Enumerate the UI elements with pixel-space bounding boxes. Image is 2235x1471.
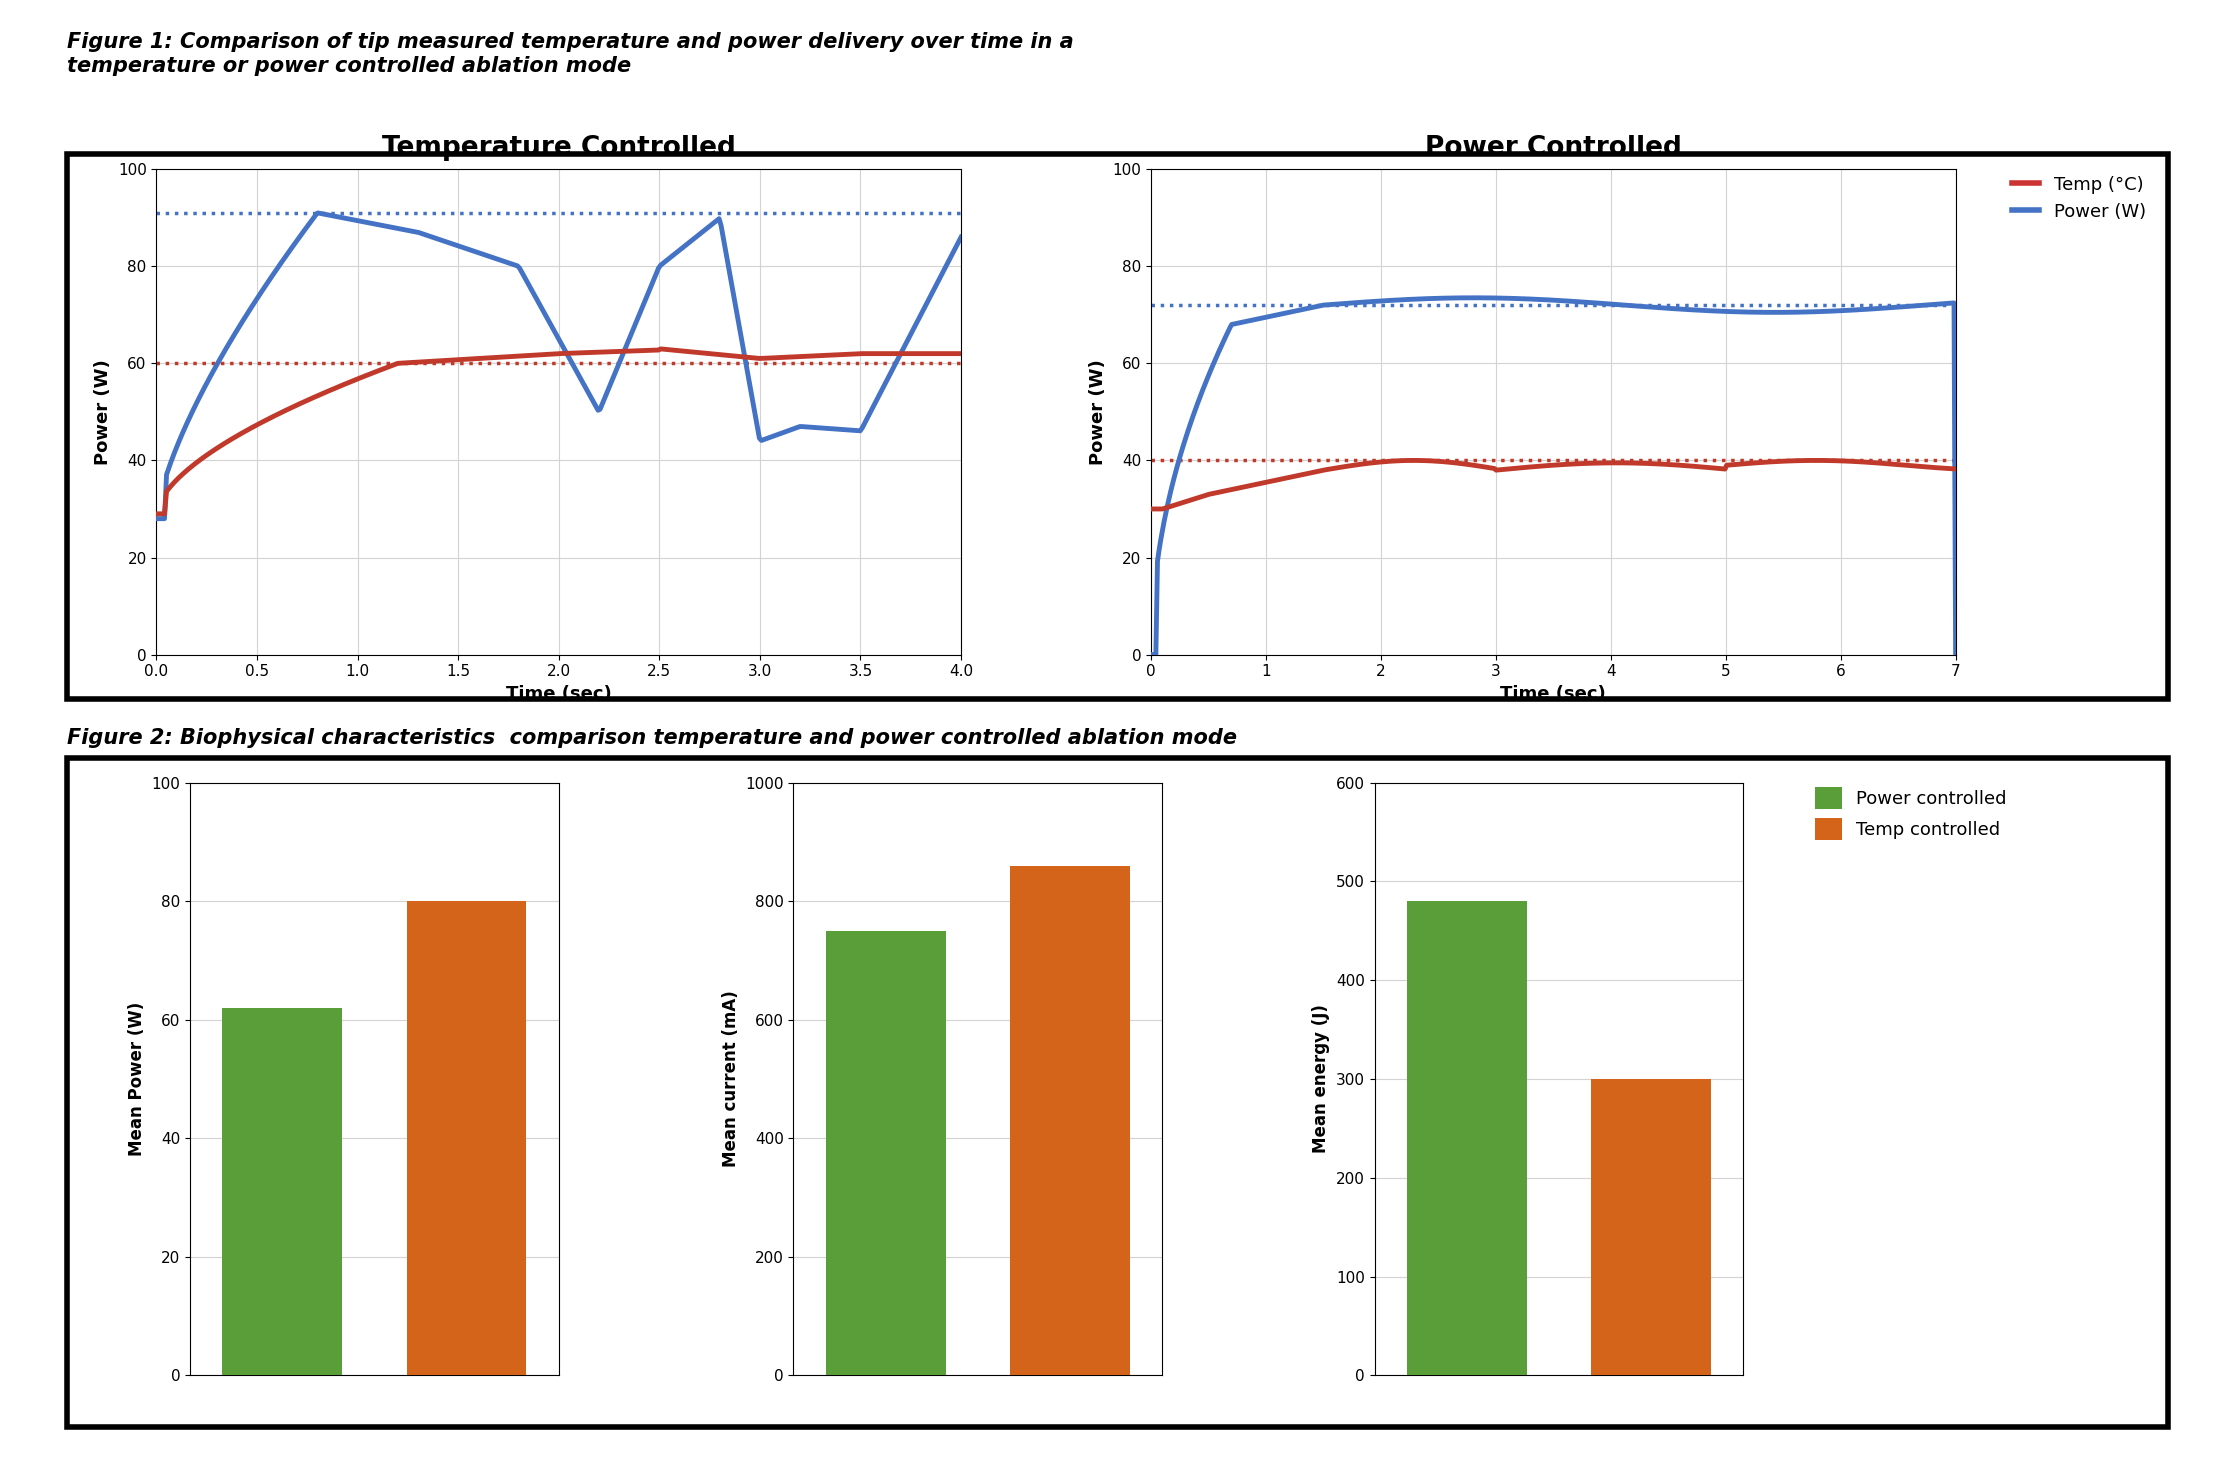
Y-axis label: Power (W): Power (W) [94, 359, 112, 465]
Y-axis label: Mean energy (J): Mean energy (J) [1312, 1005, 1330, 1153]
Bar [825, 931, 945, 1375]
Title: Power Controlled: Power Controlled [1426, 135, 1681, 162]
X-axis label: Time (sec): Time (sec) [1500, 685, 1607, 703]
Y-axis label: Power (W): Power (W) [1088, 359, 1106, 465]
Bar [1010, 865, 1131, 1375]
Bar [1591, 1080, 1712, 1375]
Bar [221, 1008, 342, 1375]
Bar [407, 902, 527, 1375]
Text: Figure 2: Biophysical characteristics  comparison temperature and power controll: Figure 2: Biophysical characteristics co… [67, 728, 1236, 749]
Y-axis label: Mean Power (W): Mean Power (W) [127, 1002, 145, 1156]
Legend: Temp (°C), Power (W): Temp (°C), Power (W) [2005, 169, 2152, 228]
Title: Temperature Controlled: Temperature Controlled [382, 135, 735, 162]
X-axis label: Time (sec): Time (sec) [505, 685, 612, 703]
Legend: Power controlled, Temp controlled: Power controlled, Temp controlled [1808, 780, 2014, 847]
Text: Figure 1: Comparison of tip measured temperature and power delivery over time in: Figure 1: Comparison of tip measured tem… [67, 32, 1073, 75]
Y-axis label: Mean current (mA): Mean current (mA) [722, 990, 740, 1168]
Bar [1406, 902, 1527, 1375]
